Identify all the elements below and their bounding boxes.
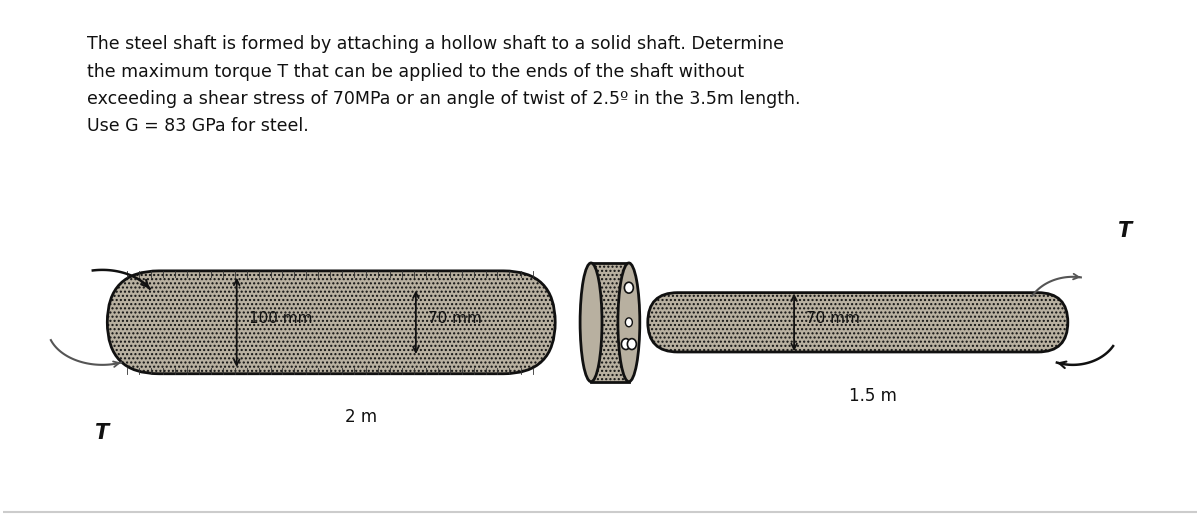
FancyBboxPatch shape [648,293,1068,352]
FancyBboxPatch shape [592,263,629,382]
FancyBboxPatch shape [107,271,556,374]
Text: 70 mm: 70 mm [806,311,860,326]
Ellipse shape [625,318,632,327]
Text: 1.5 m: 1.5 m [848,386,896,405]
Text: T: T [1118,221,1133,241]
Ellipse shape [580,263,602,382]
Text: T: T [95,423,109,443]
Ellipse shape [624,282,634,293]
Ellipse shape [628,339,636,350]
Text: 70 mm: 70 mm [428,311,481,326]
Text: 100 mm: 100 mm [248,311,312,326]
Ellipse shape [618,263,640,382]
Text: 2 m: 2 m [346,408,377,426]
Text: The steel shaft is formed by attaching a hollow shaft to a solid shaft. Determin: The steel shaft is formed by attaching a… [88,35,800,135]
Ellipse shape [622,339,630,350]
